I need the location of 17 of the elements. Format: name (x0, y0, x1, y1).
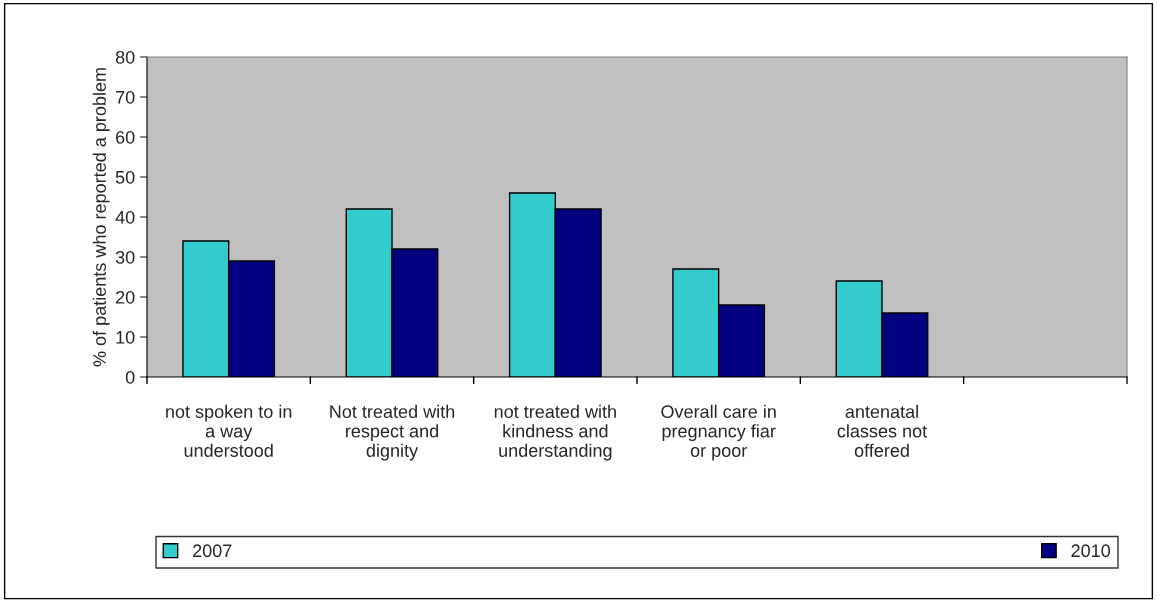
legend-label: 2007 (193, 544, 232, 558)
y-tick-label: 80 (115, 50, 135, 64)
y-tick-label: 50 (115, 170, 135, 184)
y-tick-label: 30 (115, 250, 135, 264)
y-axis-title: % of patients who reported a problem (92, 68, 110, 367)
x-tick-label: Not treated with respect and dignity (330, 404, 455, 461)
x-tick-label: not spoken to in a way understood (166, 404, 292, 457)
y-tick-label: 60 (116, 130, 135, 144)
x-tick-label: not treated with kindness and understanding (494, 404, 616, 461)
x-tick-label: Overall care in pregnancy fiar or poor (661, 404, 776, 461)
y-tick-label: 40 (115, 210, 135, 224)
legend-label: 2010 (1071, 544, 1111, 558)
x-tick-label: antenatal classes not offered (837, 404, 928, 457)
y-tick-label: 0 (125, 370, 135, 384)
y-tick-label: 70 (116, 90, 135, 104)
y-tick-label: 20 (116, 290, 135, 304)
y-tick-label: 10 (116, 330, 135, 344)
